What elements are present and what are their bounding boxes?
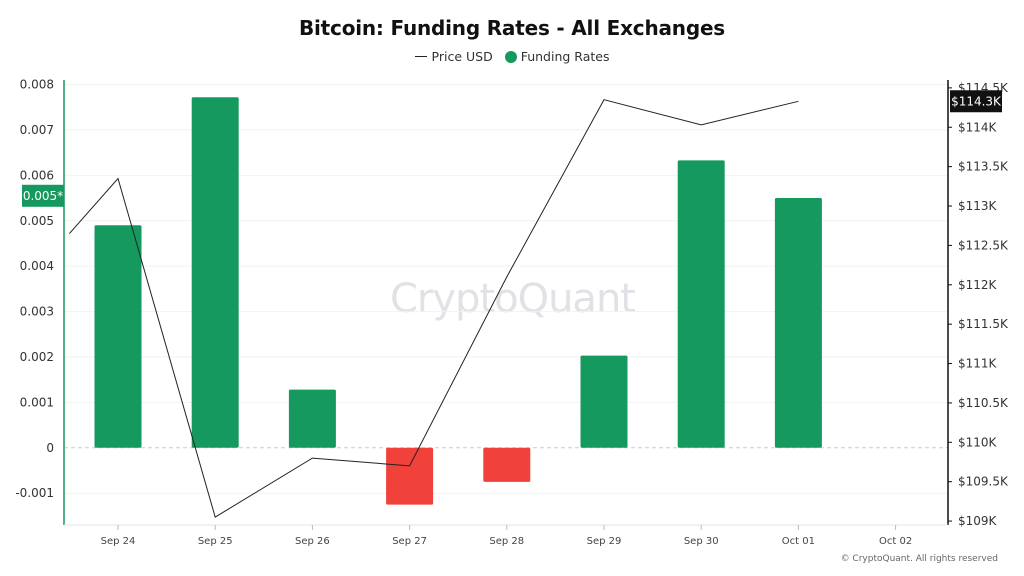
copyright-notice: © CryptoQuant. All rights reserved [840,554,998,564]
right-axis-tick-label: $110K [958,435,998,449]
funding-rate-bar [386,447,434,505]
funding-rate-bar [288,389,336,448]
right-axis-tick-label: $109K [958,514,998,528]
legend-label-funding: Funding Rates [520,49,610,64]
legend-item-funding[interactable]: Funding Rates [504,49,610,64]
x-axis-tick-label: Oct 02 [879,536,912,547]
current-funding-badge-label: 0.005* [23,189,63,203]
left-axis-tick-label: 0.002 [20,350,54,364]
x-axis-tick-label: Sep 27 [392,536,427,547]
price-usd-line [69,99,799,518]
left-axis-tick-label: 0.008 [20,78,54,92]
left-axis-tick-label: 0.005 [20,214,54,228]
right-axis-tick-label: $109.5K [958,475,1009,489]
right-axis-tick-label: $110.5K [958,396,1009,410]
left-axis-tick-label: 0.001 [20,395,54,409]
funding-rate-bar [191,97,239,448]
x-axis-tick-label: Sep 25 [198,536,233,547]
x-axis-tick-label: Sep 29 [587,536,622,547]
x-axis-tick-label: Sep 28 [489,536,524,547]
right-axis-tick-label: $114K [958,120,998,134]
right-axis-tick-label: $113K [958,199,998,213]
funding-dot-swatch-icon [504,50,517,63]
funding-rate-bar [774,198,822,448]
legend: Price USD Funding Rates [0,49,1024,64]
right-axis-tick-label: $111.5K [958,317,1009,331]
current-funding-badge [22,184,64,207]
left-axis-tick-label: 0 [46,441,54,455]
legend-label-price: Price USD [431,49,493,64]
funding-rate-bar [483,447,531,482]
funding-rate-bar [580,355,628,448]
funding-rate-bar [677,160,725,448]
left-axis-tick-label: 0.003 [20,305,54,319]
right-axis-tick-label: $111K [958,357,998,371]
x-axis-tick-label: Sep 24 [101,536,136,547]
left-axis-tick-label: 0.006 [20,168,54,182]
chart-title: Bitcoin: Funding Rates - All Exchanges [298,16,726,40]
current-price-badge-label: $114.3K [951,94,1002,108]
current-price-badge [950,90,1002,113]
left-axis-tick-label: 0.007 [20,123,54,137]
watermark: CryptoQuant [390,276,636,322]
x-axis-tick-label: Oct 01 [782,536,815,547]
x-axis-tick-label: Sep 30 [684,536,719,547]
right-axis-tick-label: $112.5K [958,238,1009,252]
right-axis-tick-label: $113.5K [958,160,1009,174]
x-axis-tick-label: Sep 26 [295,536,330,547]
funding-rate-bar [94,225,142,448]
right-axis-tick-label: $112K [958,278,998,292]
price-line-swatch-icon [414,56,427,57]
legend-item-price[interactable]: Price USD [414,49,493,64]
left-axis-tick-label: 0.004 [20,259,54,273]
left-axis-tick-label: -0.001 [15,486,54,500]
